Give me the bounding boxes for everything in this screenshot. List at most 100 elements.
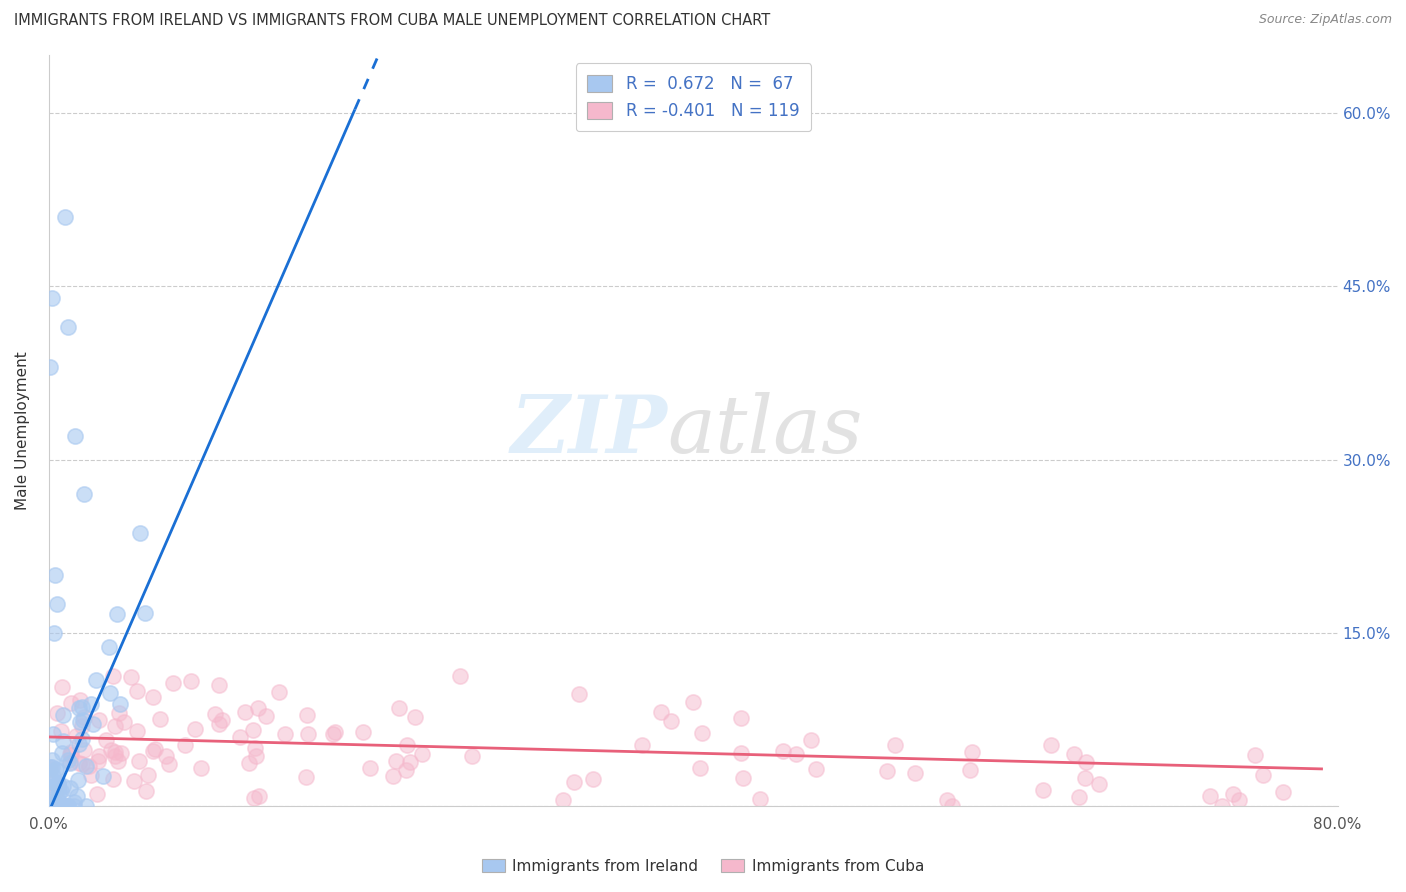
Point [53, 210, 76, 224]
Point [631, 739, 654, 753]
Point [75, 799, 97, 814]
Point [56, 799, 79, 814]
Point [44, 785, 66, 799]
Point [208, 716, 231, 731]
Point [39, 797, 62, 812]
Point [449, 669, 471, 683]
Point [772, 743, 794, 757]
Point [52, 708, 75, 723]
Point [63, 429, 86, 443]
Point [247, 789, 270, 803]
Point [73, 710, 96, 724]
Point [941, 799, 963, 814]
Text: atlas: atlas [668, 392, 863, 469]
Point [77, 759, 100, 773]
Point [104, 749, 127, 764]
Point [323, 724, 346, 739]
Point [1074, 771, 1097, 785]
Point [959, 763, 981, 777]
Point [274, 727, 297, 741]
Point [42, 799, 65, 814]
Point [69, 714, 91, 729]
Point [650, 705, 672, 719]
Point [80, 768, 103, 782]
Point [396, 738, 419, 752]
Point [44, 568, 66, 582]
Point [245, 740, 267, 755]
Point [51, 746, 73, 760]
Point [39, 799, 62, 814]
Point [46, 778, 69, 792]
Legend: Immigrants from Ireland, Immigrants from Cuba: Immigrants from Ireland, Immigrants from… [475, 853, 931, 880]
Point [49, 799, 72, 814]
Point [122, 774, 145, 789]
Point [73, 742, 96, 756]
Point [936, 793, 959, 807]
Point [553, 793, 575, 807]
Point [59, 781, 82, 796]
Point [70, 719, 93, 733]
Point [45, 762, 67, 776]
Point [659, 714, 682, 728]
Point [107, 706, 129, 721]
Point [75, 759, 97, 773]
Point [127, 683, 149, 698]
Point [149, 712, 172, 726]
Point [39, 790, 62, 805]
Point [59, 696, 82, 710]
Point [173, 738, 195, 752]
Point [690, 726, 713, 740]
Point [49, 723, 72, 738]
Point [322, 727, 344, 741]
Text: ZIP: ZIP [510, 392, 668, 469]
Point [59, 746, 82, 760]
Point [67, 700, 90, 714]
Point [730, 746, 752, 760]
Point [45, 792, 67, 806]
Point [245, 749, 267, 764]
Point [51, 734, 73, 748]
Point [242, 723, 264, 738]
Point [247, 701, 270, 715]
Point [564, 774, 586, 789]
Point [1271, 785, 1294, 799]
Point [87, 748, 110, 763]
Point [733, 771, 755, 785]
Point [107, 754, 129, 768]
Point [70, 731, 93, 746]
Point [134, 606, 156, 620]
Point [395, 763, 418, 777]
Point [1074, 755, 1097, 769]
Point [582, 772, 605, 786]
Point [211, 713, 233, 727]
Point [142, 690, 165, 704]
Point [48, 799, 70, 814]
Point [876, 764, 898, 778]
Point [136, 768, 159, 782]
Point [125, 724, 148, 739]
Point [55, 799, 77, 814]
Point [41, 799, 63, 814]
Point [72, 700, 94, 714]
Point [79, 697, 101, 711]
Point [65, 789, 87, 804]
Point [105, 607, 128, 621]
Point [56, 753, 79, 767]
Point [62, 799, 84, 814]
Point [1227, 793, 1250, 807]
Point [359, 761, 381, 775]
Point [94, 732, 117, 747]
Text: IMMIGRANTS FROM IRELAND VS IMMIGRANTS FROM CUBA MALE UNEMPLOYMENT CORRELATION CH: IMMIGRANTS FROM IRELAND VS IMMIGRANTS FR… [14, 13, 770, 29]
Point [86, 754, 108, 768]
Point [41, 792, 63, 806]
Point [91, 769, 114, 783]
Point [42, 775, 65, 789]
Point [804, 762, 827, 776]
Y-axis label: Male Unemployment: Male Unemployment [15, 351, 30, 510]
Point [1222, 787, 1244, 801]
Point [110, 747, 132, 761]
Point [1032, 782, 1054, 797]
Point [39, 360, 62, 375]
Point [1211, 799, 1233, 814]
Point [100, 742, 122, 756]
